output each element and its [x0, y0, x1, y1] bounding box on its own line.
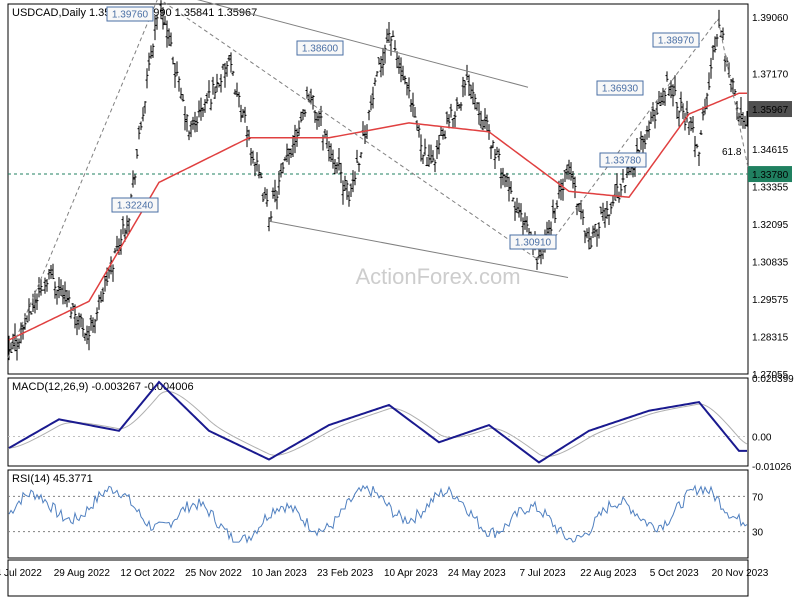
macd-tick: 0.020399	[752, 374, 794, 385]
x-tick-label: 12 Oct 2022	[120, 568, 175, 579]
x-tick-label: 5 Oct 2023	[650, 568, 699, 579]
rsi-title: RSI(14) 45.3771	[12, 473, 93, 485]
x-tick-label: 20 Nov 2023	[712, 568, 769, 579]
x-axis-border	[8, 560, 748, 596]
x-tick-label: 14 Jul 2022	[0, 568, 42, 579]
watermark: ActionForex.com	[355, 264, 520, 289]
rsi-line	[9, 486, 747, 542]
x-tick-label: 25 Nov 2022	[185, 568, 242, 579]
x-tick-label: 7 Jul 2023	[519, 568, 566, 579]
y-tick-label: 1.30835	[752, 258, 789, 269]
level-price-value: 1.33780	[752, 170, 789, 181]
y-tick-label: 1.29575	[752, 295, 789, 306]
macd-line	[9, 382, 747, 462]
price-panel-border	[8, 4, 748, 374]
price-label-text: 1.39760	[112, 10, 149, 21]
ohlc-bars	[8, 0, 749, 360]
x-tick-label: 29 Aug 2022	[54, 568, 111, 579]
macd-signal-line	[9, 391, 747, 456]
rsi-tick: 30	[752, 528, 764, 539]
price-label-text: 1.38970	[658, 36, 695, 47]
price-label-text: 1.32240	[117, 201, 154, 212]
forex-chart: USDCAD,Daily 1.35891 1.35990 1.35841 1.3…	[0, 0, 800, 600]
chart-canvas: USDCAD,Daily 1.35891 1.35990 1.35841 1.3…	[0, 0, 800, 600]
y-tick-label: 1.39060	[752, 13, 789, 24]
rsi-tick: 70	[752, 492, 764, 503]
fib-label: 61.8	[722, 147, 742, 158]
dashed-line-3	[538, 19, 718, 260]
x-tick-label: 24 May 2023	[448, 568, 506, 579]
y-tick-label: 1.34615	[752, 145, 789, 156]
x-tick-label: 22 Aug 2023	[580, 568, 637, 579]
y-tick-label: 1.28315	[752, 333, 789, 344]
moving-average-line	[9, 93, 747, 340]
y-tick-label: 1.37170	[752, 69, 789, 80]
x-tick-label: 10 Jan 2023	[252, 568, 307, 579]
macd-tick: -0.01026	[752, 462, 792, 473]
y-tick-label: 1.33355	[752, 183, 789, 194]
y-tick-label: 1.32095	[752, 220, 789, 231]
x-tick-label: 10 Apr 2023	[384, 568, 438, 579]
dashed-line-2	[158, 0, 538, 260]
macd-tick: 0.00	[752, 433, 772, 444]
x-tick-label: 23 Feb 2023	[317, 568, 374, 579]
price-label-text: 1.30910	[515, 238, 552, 249]
price-label-text: 1.33780	[605, 156, 642, 167]
price-label-text: 1.36930	[602, 84, 639, 95]
price-label-text: 1.38600	[302, 44, 339, 55]
current-price-value: 1.35967	[752, 105, 789, 116]
